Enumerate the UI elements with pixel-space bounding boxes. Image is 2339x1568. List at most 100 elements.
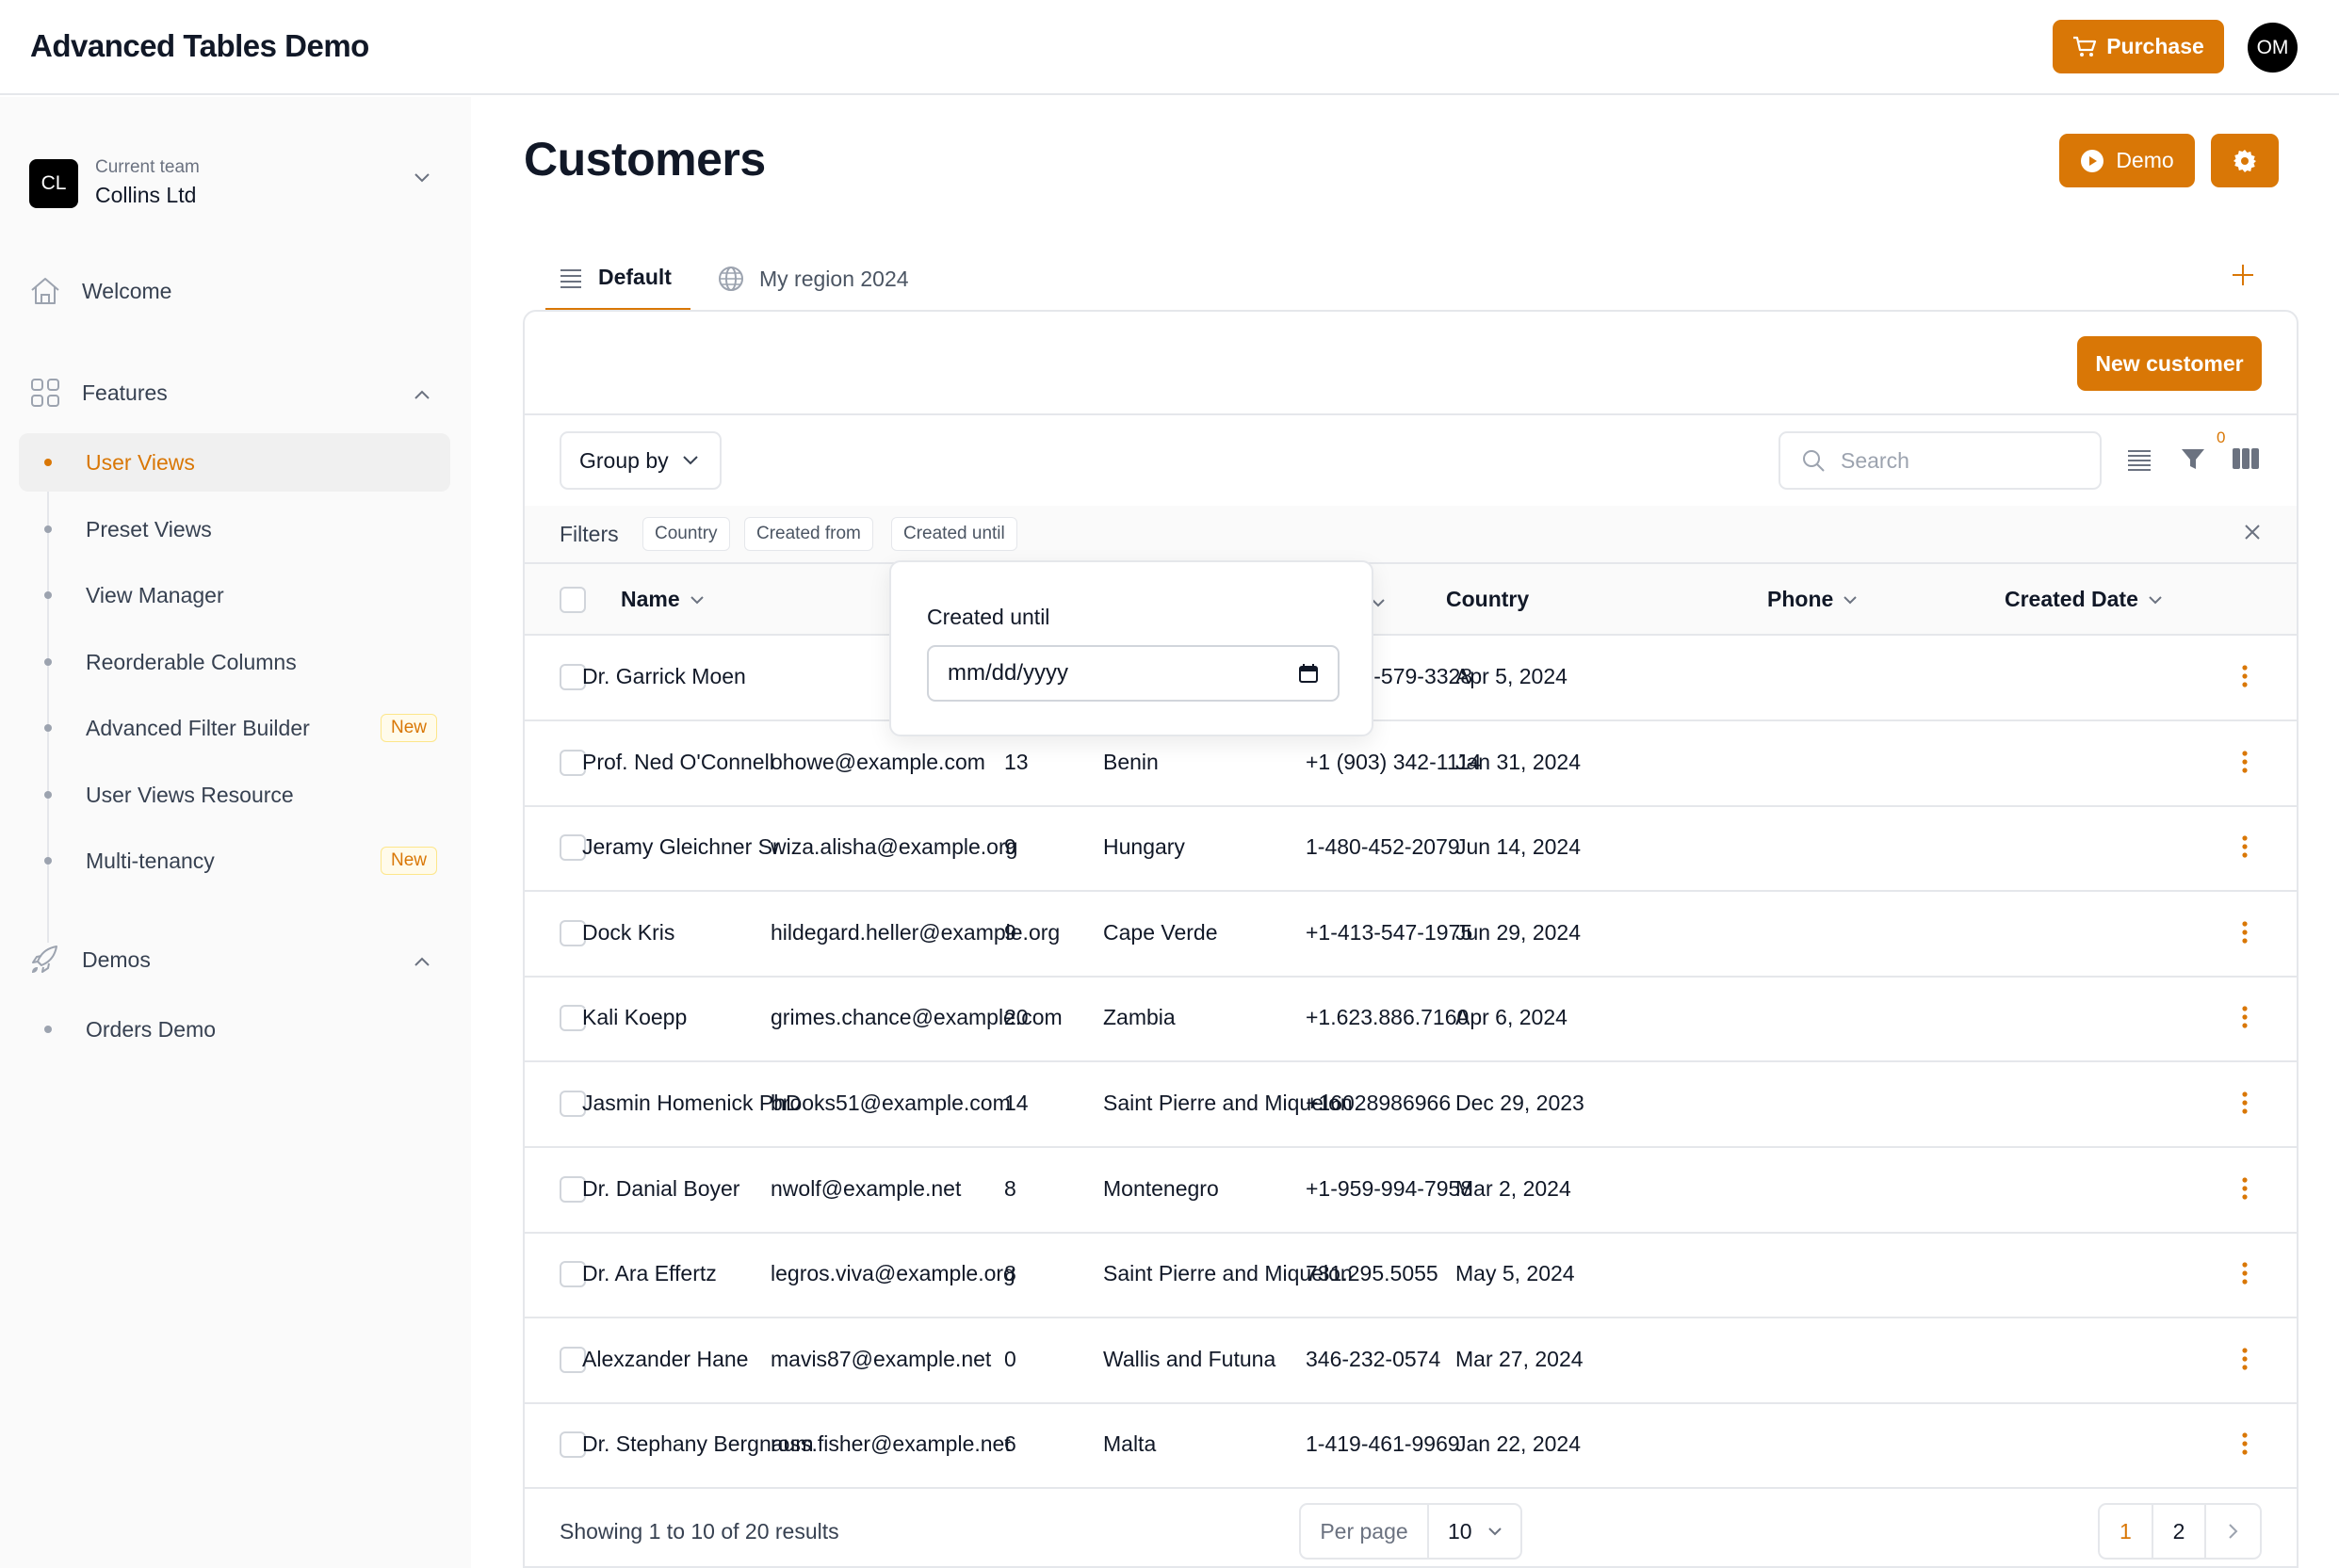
user-avatar[interactable]: OM — [2248, 23, 2298, 73]
cell-email[interactable]: nwolf@example.net — [771, 1175, 962, 1201]
sidebar-item-reorderable-columns[interactable]: Reorderable Columns — [19, 633, 450, 691]
rows-icon[interactable] — [2126, 445, 2152, 472]
chevron-down-icon — [690, 595, 704, 604]
kebab-icon[interactable] — [2241, 1005, 2249, 1029]
chevron-up-icon[interactable] — [413, 956, 431, 967]
table-row[interactable]: Jasmin Homenick PhD brooks51@example.com 1… — [525, 1062, 2297, 1148]
kebab-icon[interactable] — [2241, 1261, 2249, 1285]
cell-email[interactable]: hildegard.heller@example.org — [771, 919, 1061, 945]
table-row[interactable]: Dr. Danial Boyer nwolf@example.net 8 Monten… — [525, 1148, 2297, 1234]
select-all-checkbox[interactable] — [560, 587, 586, 613]
kebab-icon[interactable] — [2241, 750, 2249, 774]
filters-bar: Filters Country Created from Created unt… — [525, 506, 2297, 562]
table-row[interactable]: Kali Koepp grimes.chance@example.com 20 Zam… — [525, 977, 2297, 1063]
add-view-button[interactable] — [2231, 256, 2255, 296]
chevron-up-icon[interactable] — [413, 389, 431, 400]
kebab-icon[interactable] — [2241, 664, 2249, 688]
cell-email[interactable]: ross.fisher@example.net — [771, 1431, 1011, 1457]
row-checkbox[interactable] — [560, 1346, 586, 1373]
new-customer-button[interactable]: New customer — [2077, 336, 2262, 391]
row-checkbox[interactable] — [560, 1261, 586, 1288]
page-button-1[interactable]: 1 — [2100, 1505, 2153, 1558]
cell-name: Kali Koepp — [582, 1005, 688, 1030]
filter-chip-created-until[interactable]: Created until — [891, 517, 1017, 551]
sidebar-item-multi-tenancy[interactable]: Multi-tenancy New — [19, 832, 450, 890]
sidebar-section-features[interactable]: Features — [29, 377, 168, 409]
demo-button[interactable]: Demo — [2059, 134, 2195, 187]
kebab-icon[interactable] — [2241, 1431, 2249, 1456]
sidebar-section-label: Demos — [82, 946, 151, 972]
kebab-icon[interactable] — [2241, 1091, 2249, 1115]
row-checkbox[interactable] — [560, 749, 586, 776]
settings-button[interactable] — [2211, 134, 2279, 187]
sidebar-item-preset-views[interactable]: Preset Views — [19, 500, 450, 558]
cell-email[interactable]: wiza.alisha@example.org — [771, 834, 1018, 860]
sidebar: CL Current team Collins Ltd Welcome Feat… — [0, 97, 471, 1568]
search-input[interactable]: Search — [1779, 431, 2102, 490]
next-page-button[interactable] — [2206, 1505, 2260, 1558]
columns-icon[interactable] — [2232, 445, 2260, 472]
table-row[interactable]: Dock Kris hildegard.heller@example.org 9 Ca… — [525, 892, 2297, 978]
filter-chip-created-from[interactable]: Created from — [744, 517, 873, 551]
chevron-right-icon — [2228, 1524, 2238, 1539]
row-checkbox[interactable] — [560, 834, 586, 862]
sidebar-item-user-views[interactable]: User Views — [19, 433, 450, 492]
row-checkbox[interactable] — [560, 664, 586, 690]
purchase-button[interactable]: Purchase — [2053, 20, 2224, 73]
cell-email[interactable]: brooks51@example.com — [771, 1091, 1011, 1115]
row-checkbox[interactable] — [560, 1431, 586, 1459]
group-by-select[interactable]: Group by — [560, 431, 722, 490]
kebab-icon[interactable] — [2241, 920, 2249, 945]
team-avatar[interactable]: CL — [29, 159, 78, 208]
chevron-down-icon[interactable] — [413, 172, 431, 184]
cell-orders: 6 — [1004, 1431, 1016, 1457]
cell-email[interactable]: mavis87@example.net — [771, 1346, 992, 1371]
cell-created-date: May 5, 2024 — [1455, 1261, 1575, 1286]
column-header-name[interactable]: Name — [621, 587, 705, 612]
row-checkbox[interactable] — [560, 1091, 586, 1117]
column-header-created-date[interactable]: Created Date — [2005, 587, 2163, 612]
cell-email[interactable]: ohowe@example.com — [771, 749, 985, 774]
cell-email[interactable]: grimes.chance@example.com — [771, 1005, 1063, 1030]
table-row[interactable]: Dr. Stephany Bergnaum ross.fisher@example… — [525, 1403, 2297, 1490]
sidebar-item-view-manager[interactable]: View Manager — [19, 566, 450, 624]
filter-icon[interactable] — [2180, 445, 2206, 472]
table-row[interactable]: Jeramy Gleichner Sr. wiza.alisha@example.… — [525, 806, 2297, 893]
sidebar-item-orders-demo[interactable]: Orders Demo — [19, 1000, 450, 1059]
tab-default[interactable]: Default — [545, 247, 690, 311]
rocket-icon — [31, 946, 57, 974]
sidebar-section-demos[interactable]: Demos — [29, 944, 151, 976]
column-header-country[interactable]: Country — [1446, 587, 1529, 612]
cell-orders: 8 — [1004, 1175, 1016, 1201]
sidebar-item-welcome[interactable]: Welcome — [29, 276, 171, 306]
row-checkbox[interactable] — [560, 919, 586, 946]
table-row[interactable]: Dr. Garrick MoenAlgeria+1-229-579-3328Ap… — [525, 636, 2297, 721]
table-row[interactable]: Prof. Ned O'Connell ohowe@example.com 13 Be… — [525, 721, 2297, 807]
kebab-icon[interactable] — [2241, 1176, 2249, 1201]
page-button-2[interactable]: 2 — [2153, 1505, 2207, 1558]
created-until-date-input[interactable]: mm/dd/yyyy — [927, 645, 1340, 702]
search-placeholder: Search — [1841, 447, 1909, 473]
team-name[interactable]: Collins Ltd — [95, 183, 197, 207]
cell-phone: 731.295.5055 — [1306, 1261, 1438, 1286]
chevron-down-icon[interactable] — [1371, 598, 1386, 607]
kebab-icon[interactable] — [2241, 834, 2249, 859]
tab-my-region-2024[interactable]: My region 2024 — [718, 247, 909, 311]
close-icon[interactable] — [2239, 519, 2266, 545]
table-row[interactable]: Alexzander Hane mavis87@example.net 0 Walli… — [525, 1318, 2297, 1404]
calendar-icon[interactable] — [1298, 663, 1319, 684]
row-checkbox[interactable] — [560, 1005, 586, 1032]
cell-orders: 0 — [1004, 1346, 1016, 1371]
cell-email[interactable]: legros.viva@example.org — [771, 1261, 1015, 1286]
sub-nav-line — [47, 462, 49, 943]
group-by-label: Group by — [579, 447, 669, 473]
kebab-icon[interactable] — [2241, 1347, 2249, 1371]
sidebar-item-user-views-resource[interactable]: User Views Resource — [19, 766, 450, 824]
column-header-phone[interactable]: Phone — [1767, 587, 1858, 612]
table-row[interactable]: Dr. Ara Effertz legros.viva@example.org 8 S… — [525, 1233, 2297, 1319]
sidebar-item-advanced-filter-builder[interactable]: Advanced Filter Builder New — [19, 699, 450, 757]
per-page-select[interactable]: Per page 10 — [1299, 1503, 1522, 1560]
row-checkbox[interactable] — [560, 1175, 586, 1203]
per-page-value-wrap[interactable]: 10 — [1429, 1519, 1502, 1544]
filter-chip-country[interactable]: Country — [642, 517, 730, 551]
